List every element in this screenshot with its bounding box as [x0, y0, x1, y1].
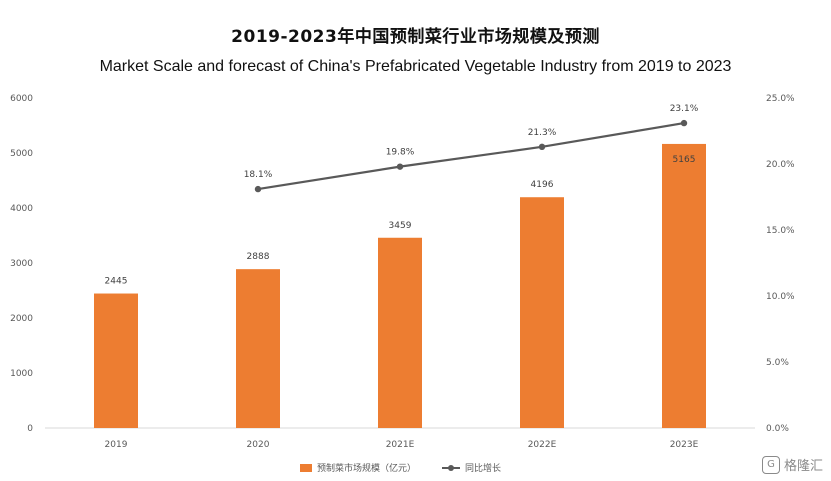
x-tick-label: 2021E	[386, 440, 415, 450]
y2-tick-label: 15.0%	[766, 226, 795, 236]
legend-item-bar: 预制菜市场规模（亿元）	[300, 461, 416, 474]
y-tick-label: 0	[27, 424, 33, 434]
growth-point	[396, 163, 404, 170]
legend-bar-label: 预制菜市场规模（亿元）	[317, 464, 417, 474]
y-tick-label: 5000	[10, 149, 33, 159]
y2-tick-label: 5.0%	[766, 358, 789, 368]
bar	[662, 143, 706, 429]
x-tick-label: 2023E	[670, 440, 699, 450]
y2-tick-label: 0.0%	[766, 424, 789, 434]
growth-data-label: 18.1%	[244, 170, 273, 180]
growth-point	[254, 185, 262, 193]
y-tick-label: 3000	[10, 259, 33, 269]
bar	[94, 293, 138, 428]
growth-point	[680, 119, 688, 127]
bar-data-label: 4196	[531, 180, 554, 190]
chart-subtitle: Market Scale and forecast of China's Pre…	[99, 58, 732, 75]
y2-tick-label: 20.0%	[766, 160, 795, 170]
growth-data-label: 23.1%	[670, 104, 699, 114]
x-tick-label: 2020	[247, 440, 270, 450]
watermark-text: 格隆汇	[783, 459, 823, 474]
growth-point	[538, 143, 546, 151]
y2-tick-label: 25.0%	[766, 94, 795, 104]
legend-item-line: 同比增长	[442, 461, 501, 474]
legend-bar-swatch	[300, 463, 312, 472]
y-tick-label: 1000	[10, 369, 33, 379]
bar	[236, 269, 280, 428]
y-tick-label: 2000	[10, 314, 33, 324]
y-tick-label: 6000	[10, 94, 33, 104]
y-tick-label: 4000	[10, 204, 33, 214]
growth-data-label: 19.8%	[386, 148, 415, 158]
bar-data-label: 2888	[247, 252, 270, 262]
growth-data-label: 21.3%	[528, 128, 557, 138]
watermark: G 格隆汇	[761, 455, 823, 474]
bar	[378, 237, 422, 428]
x-tick-label: 2019	[105, 440, 128, 450]
chart-title: 2019-2023年中国预制菜行业市场规模及预测	[231, 27, 600, 47]
y2-tick-label: 10.0%	[766, 292, 795, 302]
bar	[520, 197, 564, 428]
glh-logo-icon: G	[761, 455, 780, 474]
x-tick-label: 2022E	[528, 440, 557, 450]
legend-line-swatch	[442, 464, 461, 471]
chart-legend: 预制菜市场规模（亿元） 同比增长	[300, 461, 527, 474]
bar-data-label: 2445	[105, 277, 128, 287]
growth-line	[257, 121, 685, 191]
bar-data-label: 5165	[673, 155, 696, 165]
bar-data-label: 3459	[389, 221, 412, 231]
legend-line-label: 同比增长	[465, 464, 502, 474]
